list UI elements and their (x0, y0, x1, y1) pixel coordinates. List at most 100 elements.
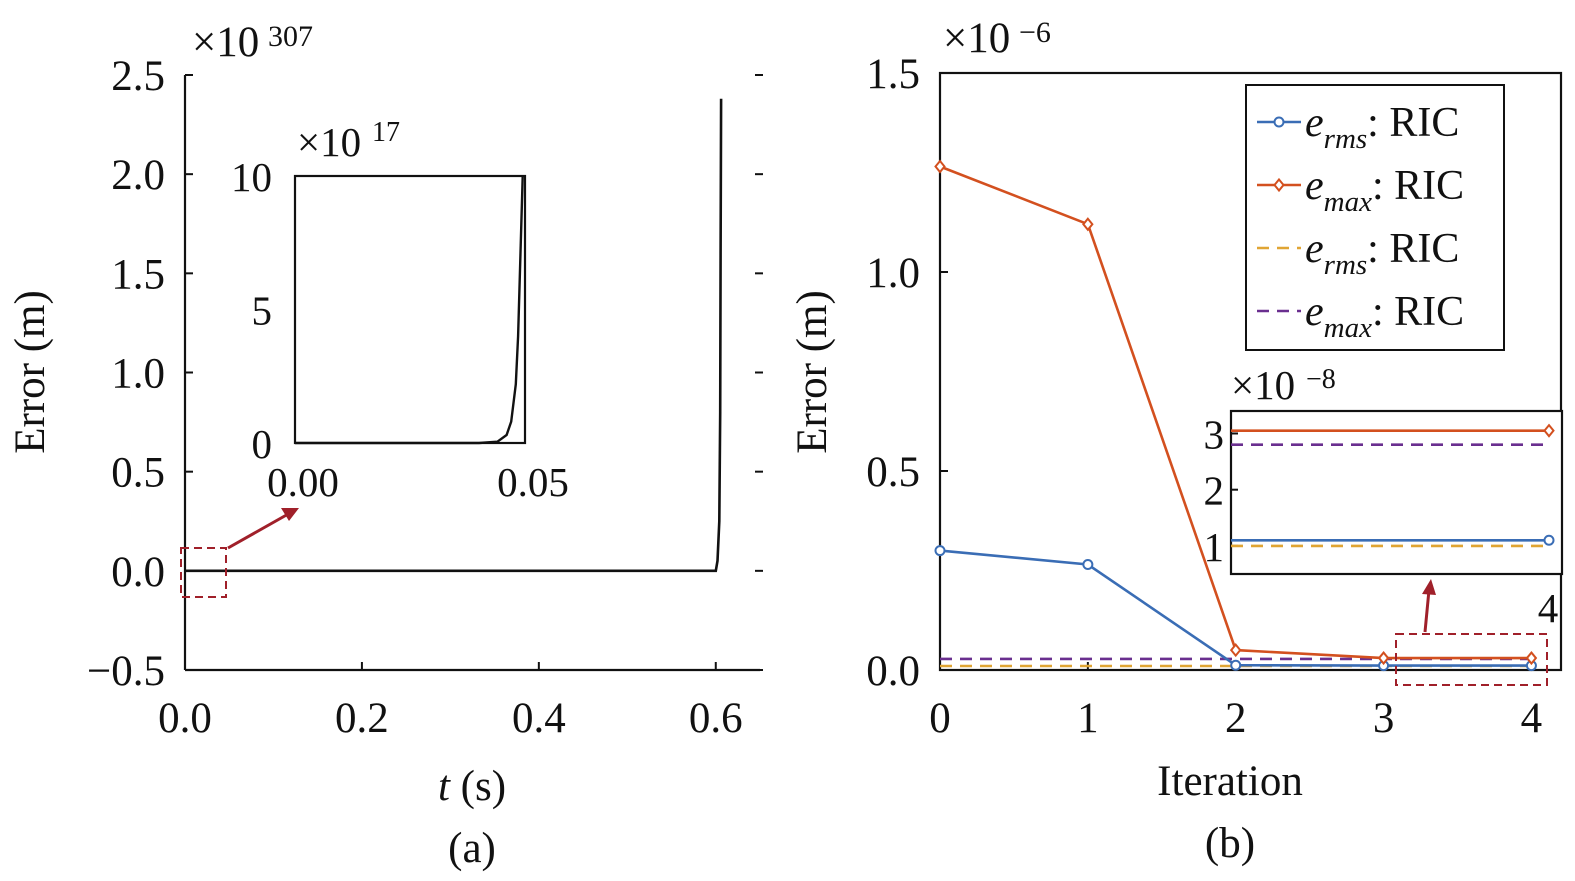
legend-label-suffix: : RIC (1372, 289, 1464, 335)
panel-a-y-tick-label: 2.0 (111, 152, 165, 199)
panel-b-x-tick-label: 4 (1521, 695, 1543, 742)
legend-label-suffix: : RIC (1367, 100, 1459, 146)
panel-a-x-axis-variable: t (438, 763, 451, 810)
series-max-solid-diamond-point (1229, 643, 1242, 658)
panel-b-legend-frame (1245, 84, 1505, 351)
panel-b-x-tick-label: 3 (1373, 695, 1395, 742)
panel-a-y-tick-label: 1.0 (111, 351, 165, 398)
panel-b-y-axis-label: Error (m) (789, 290, 836, 454)
legend-item-max-solid-diamond: emax: RIC (1257, 163, 1464, 218)
panel-a-inset-exponent-power: 17 (372, 117, 400, 148)
legend-label-subscript: max (1324, 186, 1372, 218)
panel-a-inset-exponent-base: ×10 (297, 119, 361, 165)
panel-a-x-tick-label: 0.6 (689, 695, 743, 742)
panel-b-x-tick-label: 1 (1077, 695, 1099, 742)
panel-a-x-tick-label: 0.4 (512, 695, 566, 742)
legend-swatch-point (1273, 177, 1285, 193)
panel-a: −0.50.00.51.01.52.02.5 0.0 0.2 0.4 0.6 ×10 … (7, 19, 763, 872)
panel-a-y-tick-label: 1.5 (111, 251, 165, 298)
panel-b-series (934, 159, 1538, 672)
panel-a-y-axis-label: Error (m) (7, 290, 54, 454)
panel-b-exponent-base: ×10 (943, 15, 1010, 62)
panel-b-y-tick-label: 1.5 (866, 51, 920, 98)
inset-series-max-solid-diamond-point (1543, 423, 1555, 438)
panel-a-y-ticks: −0.5 0.0 0.5 1.0 1.5 2.0 2.5 (87, 53, 763, 695)
panel-a-inset-frame (293, 174, 527, 445)
panel-b-y-tick-label: 0.5 (866, 449, 920, 496)
inset-series-max-solid-diamond (1231, 423, 1555, 438)
panel-b-y-ticks: 0.0 0.5 1.0 1.5 (866, 51, 948, 695)
panel-a-inset-x-tick-label: 0.00 (267, 459, 339, 505)
legend-label: erms: RIC (1305, 226, 1459, 281)
panel-a-inset: 0 5 10 0.00 0.05 ×10 17 (231, 117, 569, 505)
panel-a-x-tick-label: 0.2 (335, 695, 389, 742)
panel-a-y-tick-label: 0.0 (111, 549, 165, 596)
panel-a-x-ticks: 0.0 0.2 0.4 0.6 (158, 662, 743, 742)
panel-a-y-tick-label: 0.5 (111, 450, 165, 497)
series-max-solid-diamond-point (1082, 217, 1094, 232)
panel-a-error-line (185, 98, 723, 573)
panel-b-inset-exponent-power: −8 (1306, 364, 1336, 395)
panel-a-y-tick-label: −0.5 (87, 648, 165, 695)
panel-b-inset-exponent-base: ×10 (1231, 362, 1295, 408)
series-max-solid-diamond-point (1525, 650, 1538, 666)
legend-label-symbol: e (1305, 226, 1324, 272)
legend-label: emax: RIC (1305, 163, 1464, 218)
panel-b-inset: 1 2 3 ×10 −8 4 (1204, 362, 1564, 631)
legend-label-suffix: : RIC (1367, 226, 1459, 272)
panel-b-inset-y-tick-label: 2 (1204, 468, 1225, 514)
panel-a-exponent-power: 307 (268, 20, 313, 53)
legend-item-max-dashed: emax: RIC (1257, 289, 1464, 344)
legend-label-suffix: : RIC (1372, 163, 1464, 209)
panel-b-zoom-arrow (1423, 589, 1431, 633)
panel-b: 0.0 0.5 1.0 1.5 0 1 2 3 4 ×10 −6 Error (m) Iter… (789, 15, 1564, 867)
panel-b-y-tick-label: 0.0 (866, 648, 920, 695)
legend-label: emax: RIC (1305, 289, 1464, 344)
legend-label-symbol: e (1305, 163, 1324, 209)
panel-b-inset-series (1231, 423, 1555, 548)
inset-series-rms-solid-circle (1231, 534, 1555, 546)
panel-a-zoom-arrow (227, 511, 291, 550)
legend-swatch-point (1273, 116, 1285, 128)
panel-a-inset-y-tick-label: 5 (252, 288, 273, 334)
panel-a-y-tick-label: 2.5 (111, 53, 165, 100)
legend-item-rms-dashed: erms: RIC (1257, 226, 1459, 281)
series-rms-solid-circle-point (934, 545, 946, 557)
panel-b-inset-frame (1229, 409, 1564, 576)
series-rms-solid-circle-point (1230, 659, 1242, 671)
panel-a-zoom-arrow-head (281, 508, 299, 521)
series-max-solid-diamond-point (934, 159, 946, 174)
panel-a-zoom-box (180, 547, 227, 598)
legend-label-symbol: e (1305, 100, 1324, 146)
panel-b-x-tick-label: 0 (929, 695, 951, 742)
panel-b-caption: (b) (1205, 820, 1255, 867)
panel-b-inset-y-tick-label: 1 (1204, 524, 1225, 570)
legend-label-subscript: max (1324, 312, 1372, 344)
legend-item-rms-solid-circle: erms: RIC (1257, 100, 1459, 155)
panel-a-x-axis-label: t (s) (438, 763, 506, 810)
panel-a-inset-x-ticks: 0.00 0.05 (267, 459, 569, 505)
panel-a-exponent-base: ×10 (192, 19, 259, 66)
panel-b-frame (938, 71, 1563, 672)
panel-b-zoom-box (1395, 633, 1548, 686)
legend-label: erms: RIC (1305, 100, 1459, 155)
panel-a-x-tick-label: 0.0 (158, 695, 212, 742)
panel-a-inset-x-tick-label: 0.05 (497, 459, 569, 505)
panel-b-exponent-power: −6 (1019, 16, 1051, 49)
series-max-solid-diamond (934, 159, 1538, 666)
panel-a-inset-error-line (295, 175, 524, 445)
series-max-solid-diamond-point (1377, 650, 1390, 666)
panel-a-inset-y-ticks: 0 5 10 (231, 154, 272, 467)
panel-b-x-axis-label: Iteration (1157, 758, 1303, 805)
series-rms-solid-circle-point (1082, 559, 1094, 571)
legend-label-symbol: e (1305, 289, 1324, 335)
panel-b-x-tick-label: 2 (1225, 695, 1247, 742)
panel-b-x-ticks: 0 1 2 3 4 (929, 662, 1542, 742)
panel-b-inset-y-tick-label: 3 (1204, 411, 1225, 457)
panel-a-inset-y-tick-label: 0 (252, 421, 273, 467)
panel-a-caption: (a) (448, 825, 496, 872)
inset-series-rms-solid-circle-point (1543, 534, 1555, 546)
panel-b-zoom-arrow-head (1422, 579, 1436, 595)
